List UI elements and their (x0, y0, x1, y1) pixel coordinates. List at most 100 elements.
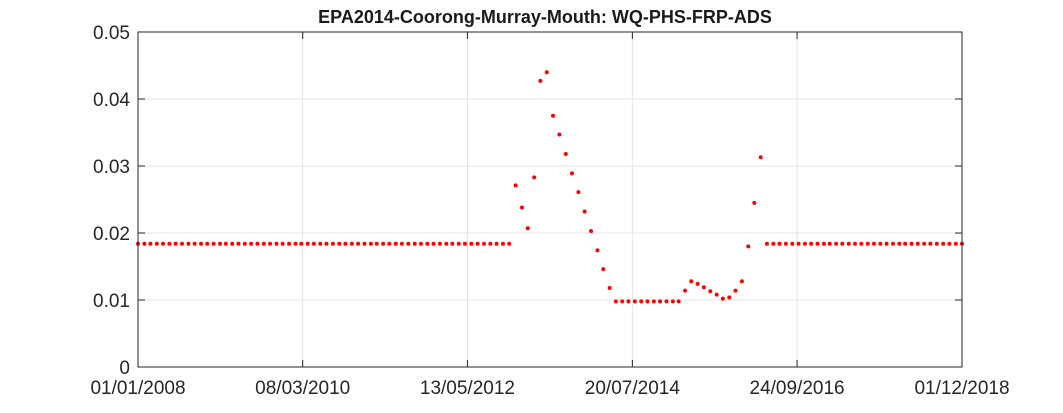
data-point (670, 299, 675, 304)
data-point (796, 241, 801, 246)
x-tick-label: 01/01/2008 (90, 378, 185, 399)
grid-lines (137, 31, 963, 368)
data-point (570, 171, 575, 176)
x-tick-label: 20/07/2014 (585, 378, 681, 399)
data-point (500, 241, 505, 246)
data-point (311, 241, 316, 246)
data-point (475, 241, 480, 246)
data-point (714, 292, 719, 297)
data-point (142, 241, 147, 246)
data-point (255, 241, 260, 246)
data-point (293, 241, 298, 246)
data-point (387, 241, 392, 246)
data-point (431, 241, 436, 246)
data-point (343, 241, 348, 246)
data-point (739, 279, 744, 284)
data-point (865, 241, 870, 246)
data-point (815, 241, 820, 246)
plot-area-box (137, 31, 963, 368)
data-point (167, 241, 172, 246)
data-point (437, 241, 442, 246)
data-point (934, 241, 939, 246)
data-point (852, 241, 857, 246)
data-point (746, 244, 751, 249)
data-point (689, 279, 694, 284)
data-point (148, 241, 153, 246)
data-point (563, 151, 568, 156)
data-point (374, 241, 379, 246)
axis-ticks (137, 31, 963, 368)
tick-labels: 01/01/2008 08/03/2010 13/05/2012 20/07/2014… (90, 23, 1009, 399)
data-point (450, 241, 455, 246)
data-point (305, 241, 310, 246)
data-point (268, 241, 273, 246)
data-point (192, 241, 197, 246)
data-point (425, 241, 430, 246)
x-tick-label: 01/12/2018 (914, 378, 1009, 399)
y-tick-label: 0.04 (93, 90, 130, 111)
data-point (821, 241, 826, 246)
data-point (953, 241, 958, 246)
data-point (595, 248, 600, 253)
y-tick-label: 0.05 (93, 23, 130, 44)
data-point (488, 241, 493, 246)
data-point (903, 241, 908, 246)
data-point (941, 241, 946, 246)
data-point (576, 190, 581, 195)
data-point (859, 241, 864, 246)
data-point (701, 285, 706, 290)
data-point (538, 78, 543, 83)
data-point (632, 299, 637, 304)
data-point (733, 288, 738, 293)
data-point (846, 241, 851, 246)
y-tick-label: 0.01 (93, 291, 130, 312)
data-point (809, 241, 814, 246)
data-point (525, 226, 530, 231)
data-point (922, 241, 927, 246)
data-point (507, 241, 512, 246)
data-point (249, 241, 254, 246)
data-point (218, 241, 223, 246)
data-point (399, 241, 404, 246)
data-point (444, 241, 449, 246)
data-point (897, 241, 902, 246)
data-point (620, 299, 625, 304)
data-point (777, 241, 782, 246)
x-tick-label: 13/05/2012 (420, 378, 515, 399)
data-point (287, 241, 292, 246)
data-point (211, 241, 216, 246)
data-point (834, 241, 839, 246)
data-point (532, 175, 537, 180)
y-tick-label: 0 (119, 358, 130, 379)
data-point (639, 299, 644, 304)
data-point (180, 241, 185, 246)
data-point (790, 241, 795, 246)
data-point (274, 241, 279, 246)
data-point (223, 241, 228, 246)
data-point (456, 241, 461, 246)
data-point (236, 241, 241, 246)
data-point (349, 241, 354, 246)
data-point (368, 241, 373, 246)
data-point (481, 241, 486, 246)
data-point (230, 241, 235, 246)
data-point (393, 241, 398, 246)
data-point (318, 241, 323, 246)
data-point (199, 241, 204, 246)
data-point (695, 281, 700, 286)
data-point (324, 241, 329, 246)
data-point (205, 241, 210, 246)
data-point (651, 299, 656, 304)
data-point (909, 241, 914, 246)
data-point (469, 241, 474, 246)
data-point (186, 241, 191, 246)
data-point (664, 299, 669, 304)
data-point (683, 288, 688, 293)
data-point (915, 241, 920, 246)
data-point (947, 241, 952, 246)
data-point (173, 241, 178, 246)
data-point (840, 241, 845, 246)
data-point (242, 241, 247, 246)
data-points (136, 70, 964, 304)
data-point (589, 228, 594, 233)
